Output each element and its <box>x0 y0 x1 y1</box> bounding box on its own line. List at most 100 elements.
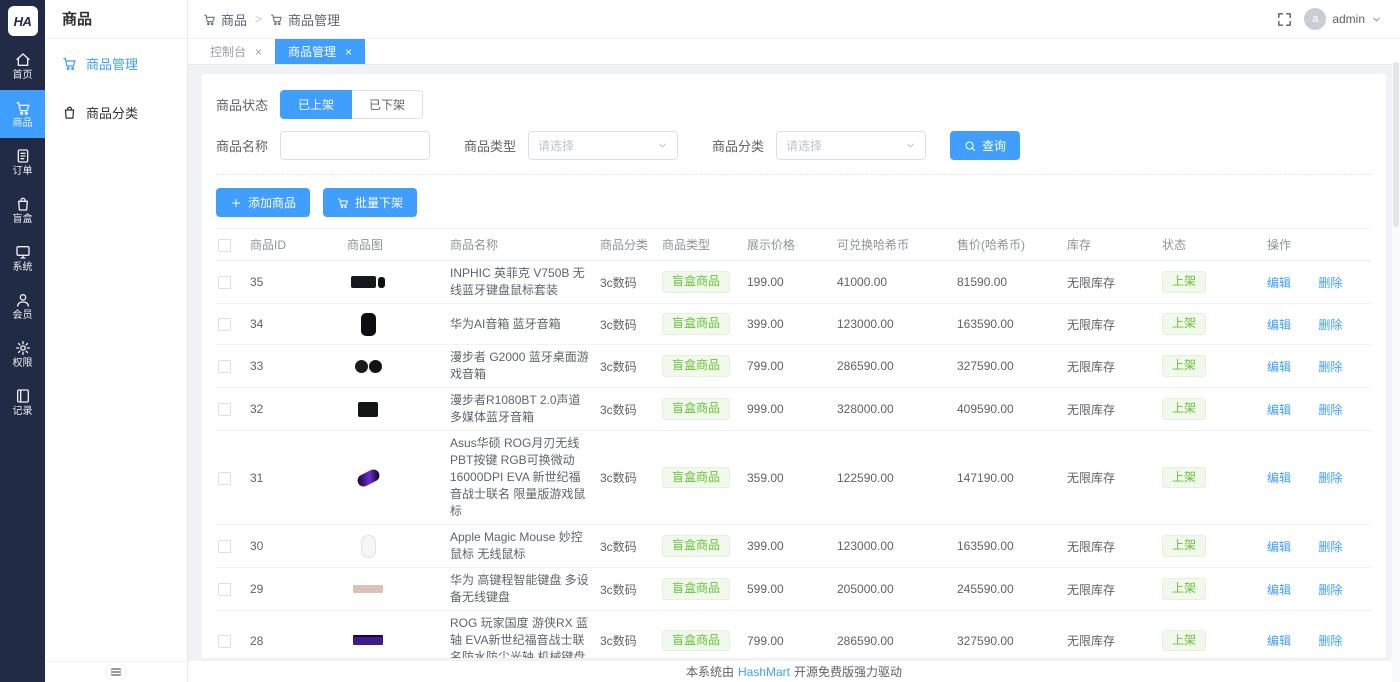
edit-link[interactable]: 编辑 <box>1267 471 1292 485</box>
footer-brand-link[interactable]: HashMart <box>737 664 790 679</box>
breadcrumb-item-goods-manage[interactable]: 商品管理 <box>270 10 340 29</box>
row-checkbox-cell <box>216 539 250 554</box>
ops-cell: 编辑 删除 <box>1267 274 1386 291</box>
edit-link[interactable]: 编辑 <box>1267 402 1292 417</box>
breadcrumb-item-goods[interactable]: 商品 <box>203 10 247 29</box>
row-checkbox[interactable] <box>218 471 231 485</box>
select-all-checkbox[interactable] <box>218 238 231 252</box>
rail-item-system[interactable]: 系统 <box>0 234 45 282</box>
status-filter-label: 商品状态 <box>216 98 269 113</box>
display-price-cell: 999.00 <box>747 402 784 416</box>
rail-item-blindbox[interactable]: 盲盒 <box>0 186 45 234</box>
ops-cell: 编辑 删除 <box>1267 581 1386 598</box>
footer-text: 开源免费版强力驱动 <box>794 665 903 679</box>
rail-item-record[interactable]: 记录 <box>0 378 45 426</box>
status-cell: 上架 <box>1162 578 1267 600</box>
column-header: 商品ID <box>250 238 287 252</box>
product-id-cell: 29 <box>250 582 264 596</box>
status-option-1[interactable]: 已下架 <box>352 90 424 119</box>
fullscreen-button[interactable] <box>1276 11 1293 28</box>
delete-link[interactable]: 删除 <box>1318 539 1343 554</box>
rail-item-member[interactable]: 会员 <box>0 282 45 330</box>
search-button[interactable]: 查询 <box>950 131 1021 160</box>
product-category-select[interactable]: 请选择 <box>776 131 927 160</box>
product-type-cell: 盲盒商品 <box>662 313 747 335</box>
delete-link[interactable]: 删除 <box>1318 275 1343 290</box>
rail-item-label: 首页 <box>12 69 33 81</box>
tab-console[interactable]: 控制台 × <box>197 39 275 64</box>
sale-price-cell: 245590.00 <box>957 582 1014 596</box>
product-type-cell: 盲盒商品 <box>662 398 747 420</box>
delete-link[interactable]: 删除 <box>1318 359 1343 374</box>
status-option-0[interactable]: 已上架 <box>280 90 353 119</box>
row-checkbox[interactable] <box>218 276 231 290</box>
edit-link[interactable]: 编辑 <box>1267 359 1292 374</box>
delete-link[interactable]: 删除 <box>1318 402 1343 417</box>
batch-offline-button[interactable]: 批量下架 <box>323 188 418 217</box>
order-icon <box>15 148 31 164</box>
app-logo-mark: HA <box>7 6 38 36</box>
edit-link[interactable]: 编辑 <box>1267 317 1292 332</box>
fullscreen-icon <box>1276 11 1293 28</box>
rail-item-home[interactable]: 首页 <box>0 42 45 90</box>
user-menu[interactable]: a admin <box>1304 8 1382 30</box>
goods-card: 商品状态 已上架 已下架 商品名称 商品类型 请选择 商品分类 请选择 <box>202 74 1386 658</box>
display-price-cell: 399.00 <box>747 317 784 331</box>
hamburger-icon[interactable] <box>109 666 123 678</box>
product-name-cell: 华为 高键程智能键盘 多设备无线键盘 <box>450 573 589 604</box>
delete-link[interactable]: 删除 <box>1318 317 1343 332</box>
row-checkbox[interactable] <box>218 634 231 648</box>
submenu-item-goods-manage[interactable]: 商品管理 <box>45 39 187 88</box>
edit-link[interactable]: 编辑 <box>1267 539 1292 554</box>
edit-link[interactable]: 编辑 <box>1267 582 1292 597</box>
status-badge: 上架 <box>1162 535 1207 557</box>
category-filter-label: 商品分类 <box>712 139 765 154</box>
sale-price-cell: 163590.00 <box>957 539 1014 553</box>
product-thumbnail <box>347 394 389 424</box>
ops-cell: 编辑 删除 <box>1267 538 1386 555</box>
product-type-select[interactable]: 请选择 <box>528 131 679 160</box>
row-checkbox[interactable] <box>218 583 231 597</box>
cart-icon <box>62 56 77 71</box>
rail-item-label: 盲盒 <box>12 213 33 225</box>
chevron-down-icon <box>1371 14 1382 25</box>
status-badge: 上架 <box>1162 578 1207 600</box>
scrollbar-track <box>1392 62 1400 682</box>
status-cell: 上架 <box>1162 313 1267 335</box>
product-image-cell <box>347 531 450 561</box>
row-checkbox[interactable] <box>218 318 231 332</box>
status-badge: 上架 <box>1162 313 1207 335</box>
search-filter-row: 商品名称 商品类型 请选择 商品分类 请选择 查询 <box>216 131 1372 160</box>
row-checkbox-cell <box>216 582 250 597</box>
username: admin <box>1332 12 1365 26</box>
add-product-button[interactable]: 添加商品 <box>216 188 311 217</box>
row-checkbox[interactable] <box>218 360 231 374</box>
row-checkbox-cell <box>216 359 250 374</box>
rail-item-orders[interactable]: 订单 <box>0 138 45 186</box>
product-type-cell: 盲盒商品 <box>662 578 747 600</box>
delete-link[interactable]: 删除 <box>1318 582 1343 597</box>
rail-item-goods[interactable]: 商品 <box>0 90 45 138</box>
edit-link[interactable]: 编辑 <box>1267 634 1292 648</box>
table-row: 31 Asus华硕 ROG月刃无线 PBT按键 RGB可换微动 16000DPI… <box>216 431 1372 525</box>
app-logo: HA <box>0 0 45 42</box>
exchange-coin-cell: 205000.00 <box>837 582 894 596</box>
delete-link[interactable]: 删除 <box>1318 471 1343 485</box>
product-name-input[interactable] <box>280 131 431 160</box>
rail-item-permission[interactable]: 权限 <box>0 330 45 378</box>
submenu-item-goods-category[interactable]: 商品分类 <box>45 88 187 137</box>
delete-link[interactable]: 删除 <box>1318 634 1343 648</box>
add-product-label: 添加商品 <box>248 196 297 210</box>
close-icon[interactable]: × <box>345 44 353 59</box>
scrollbar-thumb[interactable] <box>1393 62 1399 227</box>
tab-goods-manage[interactable]: 商品管理 × <box>275 39 366 64</box>
edit-link[interactable]: 编辑 <box>1267 275 1292 290</box>
stock-cell: 无限库存 <box>1067 539 1116 554</box>
breadcrumb: 商品 > 商品管理 <box>203 10 340 29</box>
row-checkbox[interactable] <box>218 403 231 417</box>
row-checkbox-cell <box>216 470 250 485</box>
row-checkbox[interactable] <box>218 540 231 554</box>
product-image-cell <box>347 394 450 424</box>
close-icon[interactable]: × <box>255 44 263 59</box>
home-icon <box>15 52 31 68</box>
